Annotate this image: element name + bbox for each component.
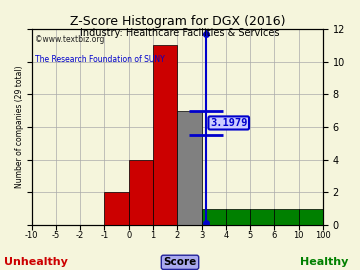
Bar xyxy=(299,209,323,225)
Text: Healthy: Healthy xyxy=(300,257,348,267)
Bar xyxy=(104,192,129,225)
Text: ©www.textbiz.org: ©www.textbiz.org xyxy=(35,35,104,44)
Bar xyxy=(274,209,299,225)
Bar xyxy=(129,160,153,225)
Bar xyxy=(250,209,274,225)
Bar xyxy=(202,209,226,225)
Text: Industry: Healthcare Facilities & Services: Industry: Healthcare Facilities & Servic… xyxy=(80,28,280,38)
Text: Score: Score xyxy=(163,257,197,267)
Bar xyxy=(226,209,250,225)
Text: The Research Foundation of SUNY: The Research Foundation of SUNY xyxy=(35,55,164,64)
Text: 3.1979: 3.1979 xyxy=(210,118,247,128)
Y-axis label: Number of companies (29 total): Number of companies (29 total) xyxy=(15,66,24,188)
Text: Unhealthy: Unhealthy xyxy=(4,257,68,267)
Bar xyxy=(153,45,177,225)
Bar xyxy=(177,111,202,225)
Title: Z-Score Histogram for DGX (2016): Z-Score Histogram for DGX (2016) xyxy=(69,15,285,28)
